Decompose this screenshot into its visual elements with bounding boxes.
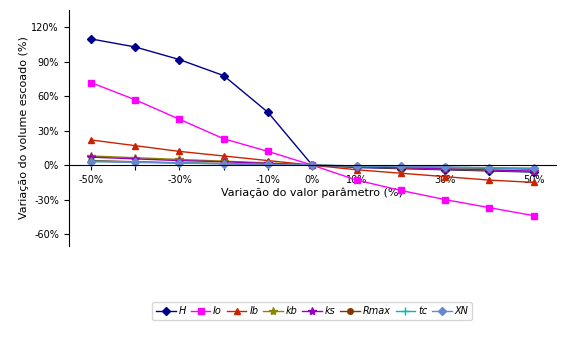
H xyxy=(486,169,493,173)
ks xyxy=(530,169,537,173)
H xyxy=(309,163,316,167)
Ib xyxy=(442,175,449,179)
Io xyxy=(309,163,316,167)
Io xyxy=(530,213,537,218)
kb xyxy=(442,167,449,171)
H xyxy=(530,170,537,174)
Line: ks: ks xyxy=(87,153,538,175)
Ib xyxy=(530,180,537,184)
kb xyxy=(88,154,95,158)
XN xyxy=(486,165,493,169)
kb xyxy=(176,158,183,162)
tc xyxy=(442,165,449,169)
Line: XN: XN xyxy=(88,159,536,171)
ks xyxy=(398,166,405,170)
tc xyxy=(220,162,227,166)
Ib xyxy=(398,171,405,175)
ks xyxy=(353,164,360,168)
Ib xyxy=(220,154,227,158)
Ib xyxy=(88,138,95,142)
X-axis label: Variação do valor parâmetro (%): Variação do valor parâmetro (%) xyxy=(221,188,403,198)
XN xyxy=(88,160,95,164)
Io xyxy=(220,137,227,141)
kb xyxy=(220,159,227,163)
Ib xyxy=(176,149,183,153)
H xyxy=(353,165,360,169)
XN xyxy=(353,164,360,168)
ks xyxy=(442,167,449,171)
XN xyxy=(132,160,139,164)
Rmax xyxy=(88,159,95,163)
Line: Rmax: Rmax xyxy=(88,158,536,172)
ks xyxy=(220,160,227,164)
kb xyxy=(309,163,316,167)
Io xyxy=(265,149,272,153)
tc xyxy=(530,166,537,170)
Rmax xyxy=(265,162,272,166)
Rmax xyxy=(132,160,139,164)
Ib xyxy=(353,168,360,172)
Io xyxy=(442,197,449,202)
XN xyxy=(309,163,316,167)
kb xyxy=(486,168,493,173)
kb xyxy=(530,169,537,174)
XN xyxy=(442,165,449,169)
tc xyxy=(88,159,95,163)
tc xyxy=(265,162,272,166)
Line: kb: kb xyxy=(87,152,538,176)
Io xyxy=(398,188,405,192)
ks xyxy=(176,159,183,163)
kb xyxy=(265,161,272,165)
Y-axis label: Variação do volume escoado (%): Variação do volume escoado (%) xyxy=(19,36,29,219)
tc xyxy=(176,161,183,165)
XN xyxy=(220,162,227,166)
tc xyxy=(398,164,405,168)
H xyxy=(442,168,449,172)
Rmax xyxy=(309,163,316,167)
Line: Ib: Ib xyxy=(88,137,536,185)
Rmax xyxy=(486,166,493,170)
tc xyxy=(486,166,493,170)
kb xyxy=(132,156,139,160)
Line: H: H xyxy=(88,36,536,175)
Io xyxy=(486,206,493,210)
H xyxy=(132,45,139,49)
Rmax xyxy=(220,161,227,165)
H xyxy=(398,166,405,170)
H xyxy=(220,74,227,78)
Ib xyxy=(309,163,316,167)
ks xyxy=(309,163,316,167)
Rmax xyxy=(176,161,183,165)
tc xyxy=(353,164,360,168)
XN xyxy=(265,162,272,166)
Io xyxy=(176,117,183,121)
tc xyxy=(132,160,139,164)
ks xyxy=(88,155,95,159)
Rmax xyxy=(530,167,537,171)
tc xyxy=(309,163,316,167)
Ib xyxy=(486,178,493,182)
Rmax xyxy=(353,164,360,168)
Legend: H, Io, Ib, kb, ks, Rmax, tc, XN: H, Io, Ib, kb, ks, Rmax, tc, XN xyxy=(152,302,472,320)
kb xyxy=(353,165,360,169)
Ib xyxy=(132,144,139,148)
Line: Io: Io xyxy=(88,80,536,219)
Rmax xyxy=(442,165,449,169)
ks xyxy=(265,161,272,165)
H xyxy=(265,110,272,115)
ks xyxy=(486,168,493,172)
XN xyxy=(530,166,537,170)
Io xyxy=(353,178,360,182)
H xyxy=(88,37,95,41)
ks xyxy=(132,157,139,161)
XN xyxy=(176,161,183,165)
Ib xyxy=(265,159,272,163)
XN xyxy=(398,164,405,168)
Rmax xyxy=(398,165,405,169)
H xyxy=(176,58,183,62)
Io xyxy=(88,80,95,85)
Line: tc: tc xyxy=(87,157,538,173)
kb xyxy=(398,166,405,170)
Io xyxy=(132,98,139,102)
